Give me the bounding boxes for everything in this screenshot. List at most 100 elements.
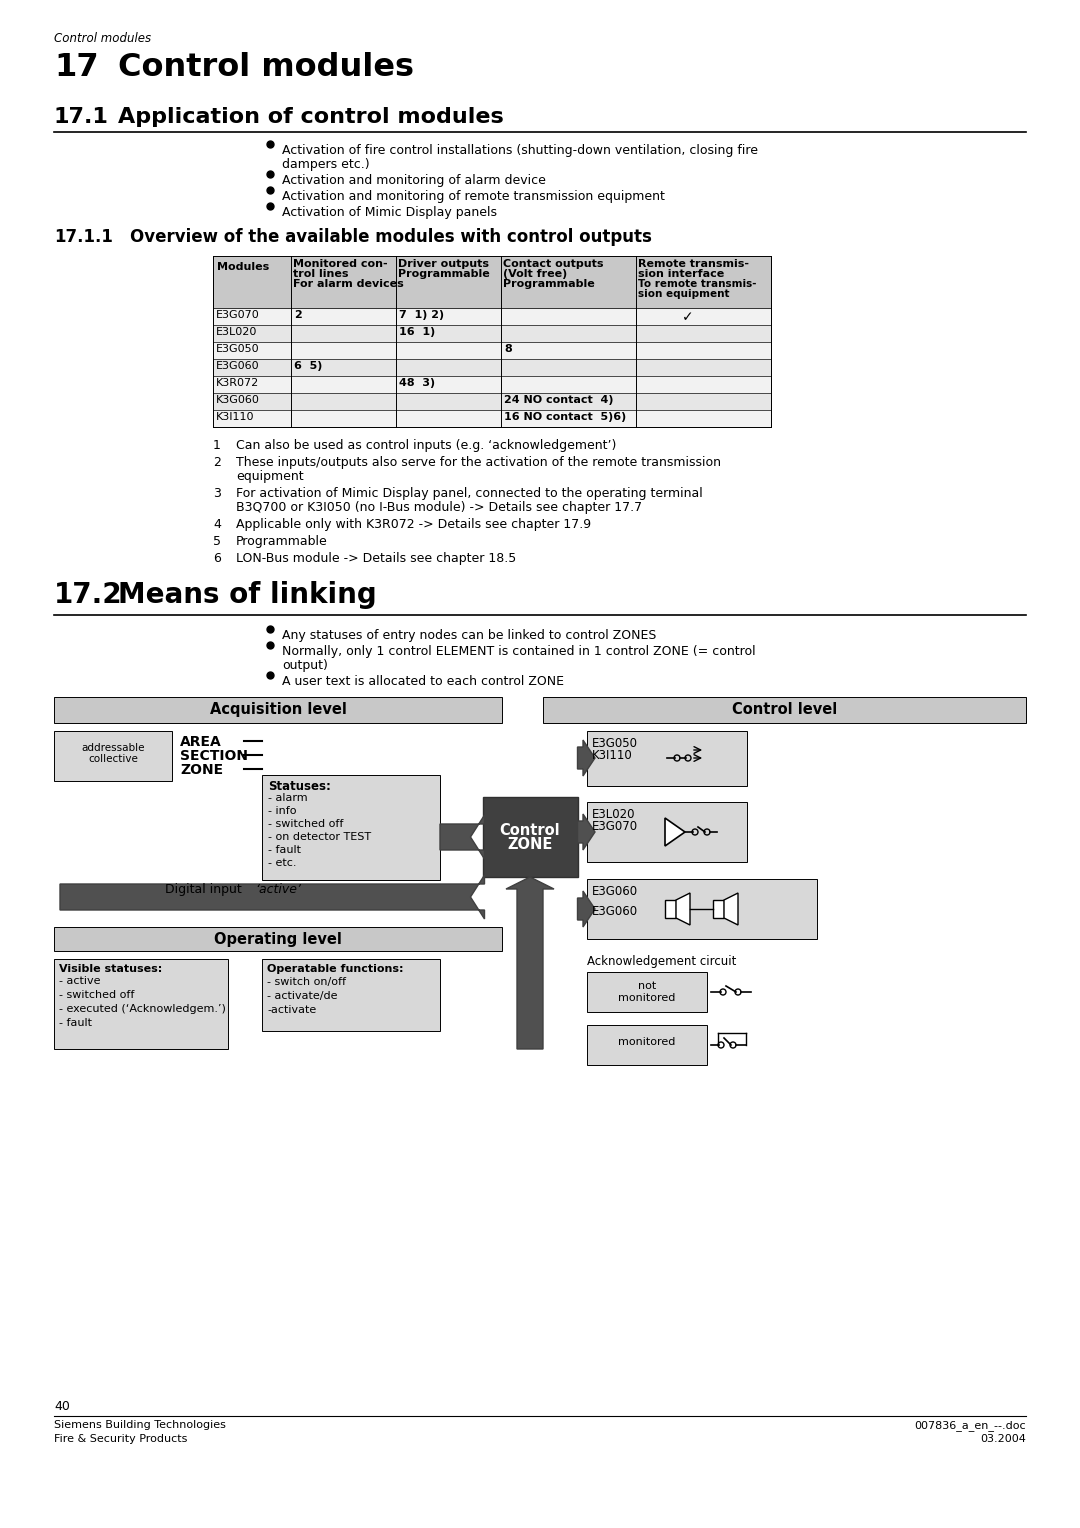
Polygon shape	[60, 876, 485, 918]
Text: Control modules: Control modules	[54, 32, 151, 44]
Text: 7  1) 2): 7 1) 2)	[399, 310, 444, 319]
Text: Monitored con-: Monitored con-	[293, 260, 388, 269]
Text: - executed (‘Acknowledgem.’): - executed (‘Acknowledgem.’)	[59, 1004, 226, 1015]
Bar	[213, 325, 771, 342]
Text: 17.1: 17.1	[54, 107, 109, 127]
Polygon shape	[676, 892, 690, 924]
Text: Programmable: Programmable	[503, 280, 595, 289]
Text: addressable: addressable	[81, 743, 145, 753]
Bar	[213, 410, 771, 426]
Text: B3Q700 or K3I050 (no I-Bus module) -> Details see chapter 17.7: B3Q700 or K3I050 (no I-Bus module) -> De…	[237, 501, 643, 513]
Bar	[213, 393, 771, 410]
Text: 4: 4	[213, 518, 221, 532]
Text: Application of control modules: Application of control modules	[118, 107, 503, 127]
Bar	[213, 342, 771, 359]
Text: trol lines: trol lines	[293, 269, 349, 280]
Polygon shape	[578, 740, 595, 776]
Bar	[54, 697, 502, 723]
Text: Contact outputs: Contact outputs	[503, 260, 604, 269]
Polygon shape	[724, 892, 738, 924]
Text: 1: 1	[213, 439, 221, 452]
Text: 17: 17	[54, 52, 98, 83]
Text: - info: - info	[268, 805, 297, 816]
Text: -activate: -activate	[267, 1005, 316, 1015]
Text: E3G050: E3G050	[216, 344, 259, 354]
Text: Statuses:: Statuses:	[268, 779, 330, 793]
Text: Digital input: Digital input	[165, 883, 242, 895]
Text: Programmable: Programmable	[399, 269, 489, 280]
Bar	[588, 972, 707, 1012]
Text: Normally, only 1 control ELEMENT is contained in 1 control ZONE (= control: Normally, only 1 control ELEMENT is cont…	[282, 645, 756, 659]
Text: Activation and monitoring of alarm device: Activation and monitoring of alarm devic…	[282, 174, 545, 186]
Text: monitored: monitored	[619, 1038, 676, 1047]
Text: Any statuses of entry nodes can be linked to control ZONES: Any statuses of entry nodes can be linke…	[282, 630, 657, 642]
Text: - on detector TEST: - on detector TEST	[268, 833, 372, 842]
Text: not
monitored: not monitored	[619, 981, 676, 1002]
Text: Control: Control	[500, 824, 561, 837]
Text: 007836_a_en_--.doc: 007836_a_en_--.doc	[915, 1420, 1026, 1430]
Text: - switched off: - switched off	[59, 990, 134, 999]
Text: Remote transmis-: Remote transmis-	[638, 260, 750, 269]
Text: Siemens Building Technologies: Siemens Building Technologies	[54, 1420, 226, 1430]
Text: Can also be used as control inputs (e.g. ‘acknowledgement’): Can also be used as control inputs (e.g.…	[237, 439, 617, 452]
Text: - switch on/off: - switch on/off	[267, 976, 346, 987]
Text: sion interface: sion interface	[638, 269, 725, 280]
Polygon shape	[578, 814, 595, 850]
Text: - alarm: - alarm	[268, 793, 308, 804]
Text: E3G050: E3G050	[592, 736, 638, 750]
Text: 03.2004: 03.2004	[981, 1433, 1026, 1444]
Text: Programmable: Programmable	[237, 535, 327, 549]
Polygon shape	[440, 814, 485, 859]
Text: 16  1): 16 1)	[399, 327, 435, 338]
Text: K3I110: K3I110	[592, 749, 633, 762]
Text: E3G070: E3G070	[592, 821, 638, 833]
Text: 17.2: 17.2	[54, 581, 123, 610]
Text: AREA: AREA	[180, 735, 221, 749]
Text: collective: collective	[89, 753, 138, 764]
Text: K3R072: K3R072	[216, 377, 259, 388]
Text: K3I110: K3I110	[216, 413, 255, 422]
Bar	[54, 960, 228, 1050]
Text: Control level: Control level	[732, 701, 837, 717]
Text: E3G060: E3G060	[592, 885, 638, 898]
Text: ✓: ✓	[683, 310, 693, 324]
Text: 24 NO contact  4): 24 NO contact 4)	[504, 396, 613, 405]
Text: For alarm devices: For alarm devices	[293, 280, 404, 289]
Polygon shape	[507, 877, 554, 1050]
Text: output): output)	[282, 659, 328, 672]
Text: Acknowledgement circuit: Acknowledgement circuit	[588, 955, 737, 969]
Text: 5: 5	[213, 535, 221, 549]
Text: Operating level: Operating level	[214, 932, 342, 947]
Text: E3L020: E3L020	[216, 327, 257, 338]
Bar	[262, 960, 440, 1031]
Text: - switched off: - switched off	[268, 819, 343, 830]
Text: To remote transmis-: To remote transmis-	[638, 280, 756, 289]
Text: Overview of the available modules with control outputs: Overview of the available modules with c…	[130, 228, 652, 246]
Text: E3L020: E3L020	[592, 808, 635, 821]
Text: Means of linking: Means of linking	[118, 581, 377, 610]
Text: ZONE: ZONE	[180, 762, 224, 778]
Text: (Volt free): (Volt free)	[503, 269, 567, 280]
Text: 48  3): 48 3)	[399, 377, 435, 388]
Bar	[262, 775, 440, 880]
Text: equipment: equipment	[237, 471, 303, 483]
Text: Control modules: Control modules	[118, 52, 414, 83]
Text: - active: - active	[59, 976, 100, 986]
Bar	[213, 359, 771, 376]
Bar	[588, 879, 816, 940]
Text: These inputs/outputs also serve for the activation of the remote transmission: These inputs/outputs also serve for the …	[237, 455, 721, 469]
Text: ‘active’: ‘active’	[255, 883, 301, 895]
Text: - etc.: - etc.	[268, 859, 297, 868]
Text: 2: 2	[213, 455, 221, 469]
Text: Acquisition level: Acquisition level	[210, 701, 347, 717]
Text: SECTION: SECTION	[180, 749, 248, 762]
Text: Activation of Mimic Display panels: Activation of Mimic Display panels	[282, 206, 497, 219]
Text: 3: 3	[213, 487, 221, 500]
Text: Modules: Modules	[217, 261, 269, 272]
Text: Visible statuses:: Visible statuses:	[59, 964, 162, 973]
Text: 8: 8	[504, 344, 512, 354]
Bar	[588, 1025, 707, 1065]
Text: E3G070: E3G070	[216, 310, 260, 319]
Bar	[588, 730, 747, 785]
Bar	[483, 798, 578, 877]
